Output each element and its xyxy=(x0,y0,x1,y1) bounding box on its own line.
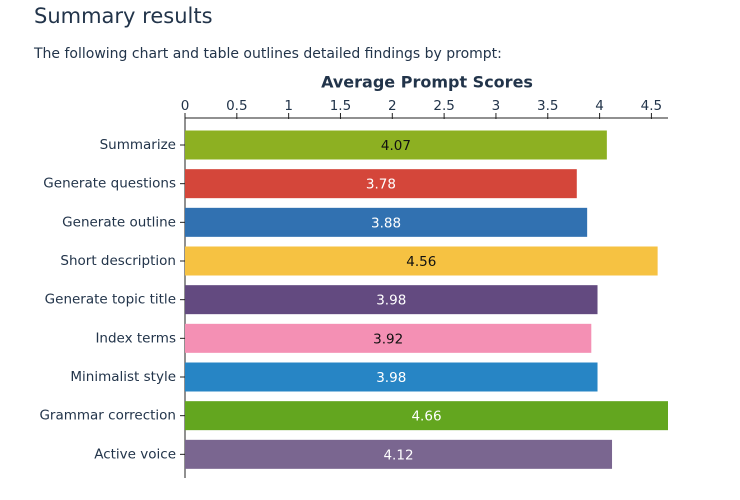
data-label: 3.78 xyxy=(366,177,396,193)
y-tick-label: Index terms xyxy=(95,330,176,346)
y-tick-label: Generate questions xyxy=(43,176,176,192)
y-tick-label: Active voice xyxy=(94,446,176,462)
bar xyxy=(185,130,607,160)
x-tick-label: 0 xyxy=(181,98,190,114)
y-tick-label: Summarize xyxy=(100,137,176,153)
chart-title: Average Prompt Scores xyxy=(321,73,533,92)
intro-text: The following chart and table outlines d… xyxy=(34,46,502,62)
y-tick-label: Minimalist style xyxy=(70,369,176,385)
bar xyxy=(185,323,592,353)
data-label: 3.92 xyxy=(373,331,403,347)
bar xyxy=(185,401,668,431)
bar xyxy=(185,439,613,469)
data-label: 4.56 xyxy=(406,254,436,270)
data-label: 3.98 xyxy=(376,293,406,309)
x-tick-label: 1.5 xyxy=(330,98,351,114)
bar xyxy=(185,169,577,199)
heading: Summary results xyxy=(34,4,213,28)
y-tick-label: Generate topic title xyxy=(45,292,176,308)
x-tick-label: 3 xyxy=(492,98,501,114)
x-tick-label: 3.5 xyxy=(537,98,558,114)
bar xyxy=(185,285,598,315)
x-tick-label: 0.5 xyxy=(226,98,247,114)
y-tick-label: Grammar correction xyxy=(39,408,176,424)
x-tick-label: 4.5 xyxy=(641,98,662,114)
data-label: 3.98 xyxy=(376,370,406,386)
x-tick-label: 2.5 xyxy=(433,98,454,114)
bar xyxy=(185,207,588,237)
bar xyxy=(185,362,598,392)
x-tick-label: 1 xyxy=(284,98,293,114)
bar xyxy=(185,246,658,276)
y-tick-label: Short description xyxy=(60,253,176,269)
x-tick-label: 4 xyxy=(595,98,604,114)
data-label: 3.88 xyxy=(371,215,401,231)
data-label: 4.07 xyxy=(381,138,411,154)
data-label: 4.12 xyxy=(383,447,413,463)
x-tick-label: 2 xyxy=(388,98,397,114)
y-tick-label: Generate outline xyxy=(62,214,176,230)
data-label: 4.66 xyxy=(411,409,441,425)
